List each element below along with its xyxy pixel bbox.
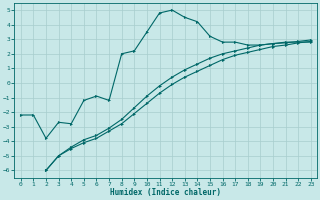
X-axis label: Humidex (Indice chaleur): Humidex (Indice chaleur) bbox=[110, 188, 221, 197]
